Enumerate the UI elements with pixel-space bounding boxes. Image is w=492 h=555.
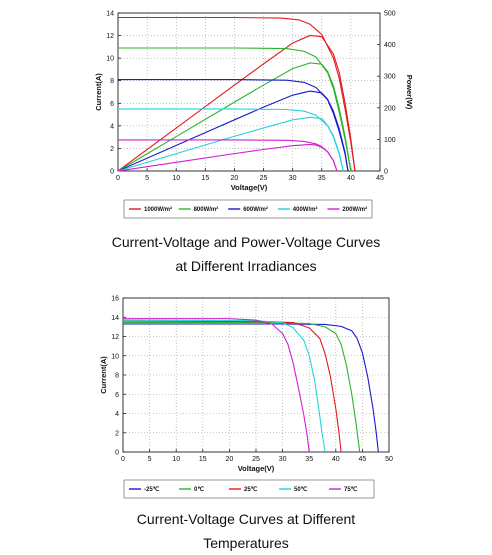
chart2-series-4-iv-line xyxy=(122,319,326,453)
chart1-y2-tick-label: 200 xyxy=(384,105,396,112)
chart1-legend-label-3: 600W/m² xyxy=(243,206,268,213)
chart2-y-tick-label: 4 xyxy=(115,411,119,418)
chart1-series-4-pv-line xyxy=(117,116,344,172)
chart1-y-tick-label: 4 xyxy=(110,123,114,130)
chart1-x-tick-label: 35 xyxy=(318,175,326,182)
chart1-series-1-iv-line xyxy=(118,16,356,172)
chart2-series-2-iv-line xyxy=(123,321,361,453)
chart2-x-tick-label: 5 xyxy=(148,456,152,463)
chart1-y-tick-label: 14 xyxy=(106,11,114,18)
chart2-caption-line1: Current-Voltage Curves at Different xyxy=(136,511,356,527)
chart1-y2-tick-label: 0 xyxy=(384,169,388,176)
chart2-x-tick-label: 30 xyxy=(279,456,287,463)
chart1-y2-axis-label: Power(W) xyxy=(405,75,414,110)
chart1-y2-tick-label: 500 xyxy=(384,11,396,18)
chart2-caption-line2: Temperatures xyxy=(203,535,289,551)
chart2-x-tick-label: 40 xyxy=(332,456,340,463)
chart2-y-tick-label: 14 xyxy=(111,315,119,322)
chart2-x-axis-label: Voltage(V) xyxy=(238,464,275,473)
chart1-x-tick-label: 10 xyxy=(172,175,180,182)
chart1-y-axis-label: Current(A) xyxy=(94,73,103,111)
chart2-y-tick-label: 10 xyxy=(111,353,119,360)
chart2-x-tick-label: 35 xyxy=(305,456,313,463)
chart2-legend-label-4: 50℃ xyxy=(294,486,308,493)
chart2-x-tick-label: 10 xyxy=(172,456,180,463)
chart1-series-1-pv-line xyxy=(117,34,356,172)
chart2-x-tick-label: 50 xyxy=(385,456,393,463)
chart1-x-tick-label: 45 xyxy=(376,175,384,182)
chart1-legend-label-4: 400W/m² xyxy=(293,206,318,213)
chart1-y-tick-label: 0 xyxy=(110,169,114,176)
chart1-x-tick-label: 25 xyxy=(260,175,268,182)
chart2-y-tick-label: 0 xyxy=(115,450,119,457)
chart2-x-tick-label: 0 xyxy=(121,456,125,463)
chart2-y-tick-label: 2 xyxy=(115,430,119,437)
chart1-caption-line1: Current-Voltage and Power-Voltage Curves xyxy=(111,234,381,250)
chart1-x-axis-label: Voltage(V) xyxy=(231,183,268,192)
chart2-y-tick-label: 6 xyxy=(115,392,119,399)
chart2-x-tick-label: 15 xyxy=(199,456,207,463)
chart2-x-tick-label: 45 xyxy=(359,456,367,463)
chart1-legend-label-5: 200W/m² xyxy=(342,206,367,213)
chart1-series-3-iv-line xyxy=(118,79,349,172)
chart1-y-tick-label: 2 xyxy=(110,146,114,153)
chart2-x-tick-label: 25 xyxy=(252,456,260,463)
chart1-legend-box xyxy=(123,199,373,219)
chart1-x-tick-label: 30 xyxy=(289,175,297,182)
chart1-y2-tick-label: 100 xyxy=(384,137,396,144)
chart1-x-tick-label: 5 xyxy=(145,175,149,182)
chart2-y-tick-label: 8 xyxy=(115,373,119,380)
chart1-caption-line2: at Different Irradiances xyxy=(175,258,317,274)
chart1-legend-label-2: 800W/m² xyxy=(194,206,219,213)
chart1-x-tick-label: 20 xyxy=(231,175,239,182)
chart2-series-5-iv-line xyxy=(123,318,310,453)
chart1-y-tick-label: 8 xyxy=(110,78,114,85)
chart2-legend-label-5: 75℃ xyxy=(344,486,358,493)
chart1-x-tick-label: 40 xyxy=(347,175,355,182)
chart1-series-3-pv-line xyxy=(117,90,349,172)
chart1-y-tick-label: 12 xyxy=(106,33,114,40)
chart1-legend-label-1: 1000W/m² xyxy=(144,206,172,213)
chart2-x-tick-label: 20 xyxy=(226,456,234,463)
chart2-y-tick-label: 16 xyxy=(111,296,119,303)
chart1-x-tick-label: 0 xyxy=(116,175,120,182)
chart1-y2-tick-label: 400 xyxy=(384,42,396,49)
chart2-legend-label-3: 25℃ xyxy=(244,486,258,493)
chart1-y-tick-label: 10 xyxy=(106,56,114,63)
chart2-legend-label-1: -25℃ xyxy=(144,486,160,493)
chart1-series-2-pv-line xyxy=(117,62,352,172)
chart2-legend-box xyxy=(123,479,375,499)
chart1-y2-tick-label: 300 xyxy=(384,74,396,81)
chart1-y-tick-label: 6 xyxy=(110,101,114,108)
chart2-y-tick-label: 12 xyxy=(111,334,119,341)
chart1-plot-frame xyxy=(117,12,381,172)
chart2-legend-label-2: 0℃ xyxy=(194,486,204,493)
chart1-x-tick-label: 15 xyxy=(201,175,209,182)
chart1-series-5-pv-line xyxy=(117,143,338,172)
chart2-series-3-iv-line xyxy=(122,320,342,453)
chart2-y-axis-label: Current(A) xyxy=(99,356,108,394)
